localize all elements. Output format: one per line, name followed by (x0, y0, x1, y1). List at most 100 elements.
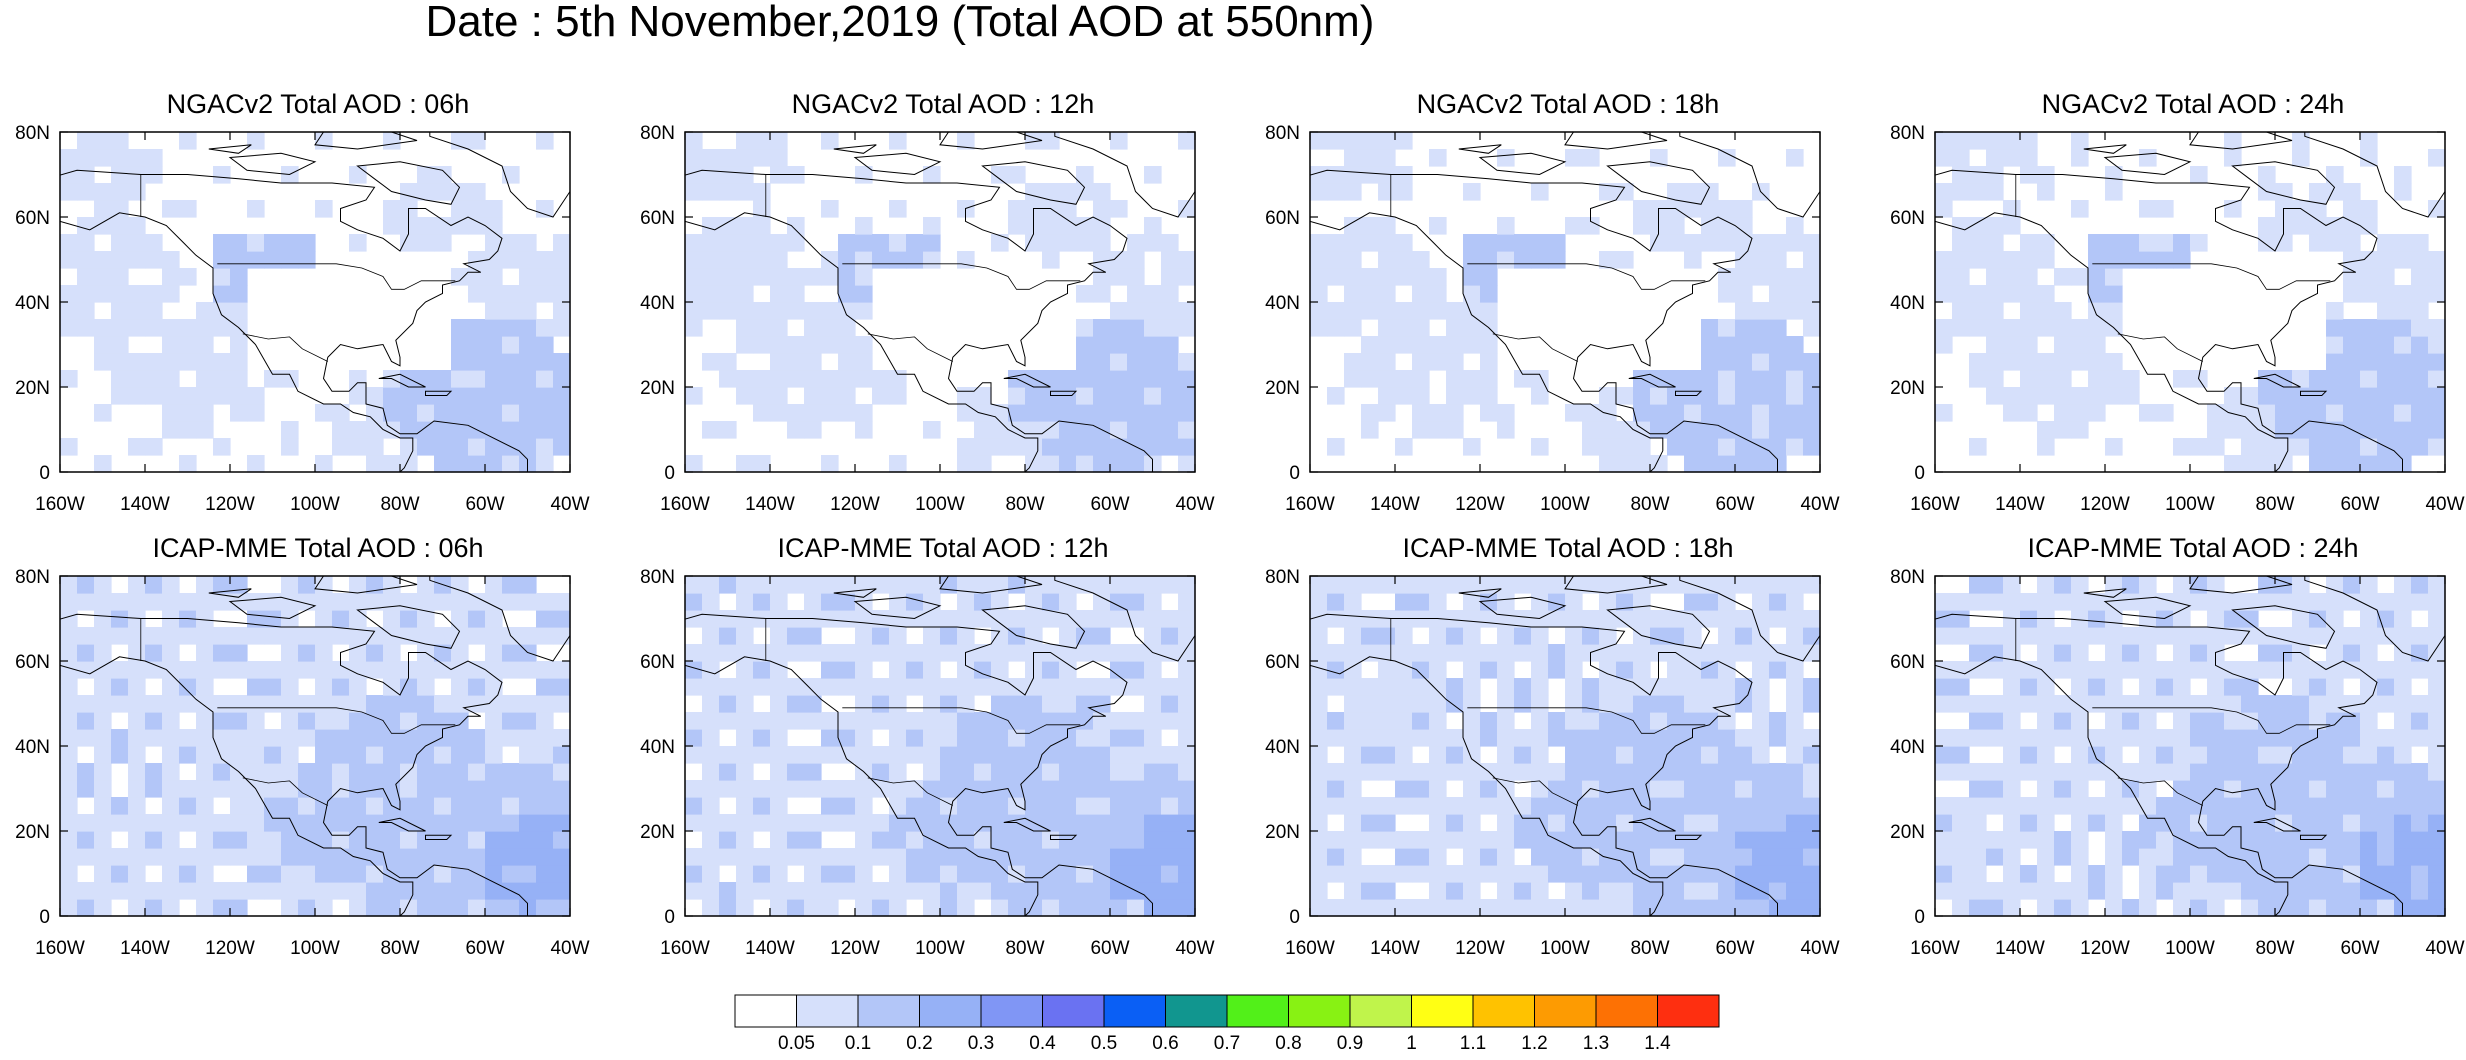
aod-cell (230, 404, 248, 422)
aod-cell (485, 268, 503, 286)
aod-cell (685, 644, 703, 662)
aod-cell (1514, 814, 1532, 832)
coastline (2189, 576, 2293, 594)
aod-cell (1684, 234, 1702, 252)
aod-cell (77, 166, 95, 184)
aod-cell (1935, 882, 1953, 900)
aod-cell (264, 797, 282, 815)
aod-cell (519, 421, 537, 439)
aod-cell (1076, 234, 1094, 252)
aod-cell (417, 763, 435, 781)
aod-cell (2105, 234, 2123, 252)
aod-cell (1803, 387, 1821, 405)
aod-cell (2326, 217, 2344, 235)
aod-cell (60, 712, 78, 730)
coastline (208, 588, 252, 598)
aod-cell (145, 234, 163, 252)
aod-cell (128, 695, 146, 713)
aod-cell (417, 438, 435, 456)
aod-cell (162, 848, 180, 866)
aod-cell (906, 746, 924, 764)
aod-cell (451, 455, 469, 473)
aod-cell (1144, 678, 1162, 696)
aod-cell (1110, 353, 1128, 371)
aod-cell (247, 593, 265, 611)
aod-cell (1361, 610, 1379, 628)
aod-cell (2088, 797, 2106, 815)
aod-cell (1042, 746, 1060, 764)
aod-cell (906, 831, 924, 849)
aod-cell (2360, 438, 2378, 456)
aod-cell (94, 712, 112, 730)
panel-title: ICAP-MME Total AOD : 06h (152, 533, 484, 563)
aod-cell (468, 848, 486, 866)
aod-cell (1446, 387, 1464, 405)
aod-cell (1059, 370, 1077, 388)
aod-cell (1025, 387, 1043, 405)
aod-cell (736, 593, 754, 611)
lon-tick-label: 80W (1630, 938, 1669, 959)
aod-cell (128, 797, 146, 815)
coastline (2253, 817, 2301, 832)
aod-cell (1127, 576, 1145, 594)
aod-cell (991, 712, 1009, 730)
aod-cell (1616, 882, 1634, 900)
aod-cell (1042, 780, 1060, 798)
aod-cell (1684, 421, 1702, 439)
aod-cell (1667, 217, 1685, 235)
aod-cell (2360, 576, 2378, 594)
aod-cell (468, 387, 486, 405)
aod-cell (264, 251, 282, 269)
lon-tick-label: 140W (745, 938, 795, 959)
aod-cell (2037, 183, 2055, 201)
aod-cell (685, 149, 703, 167)
aod-cell (553, 899, 571, 917)
aod-cell (1076, 644, 1094, 662)
aod-cell (1769, 729, 1787, 747)
aod-cell (1429, 848, 1447, 866)
aod-cell (1076, 336, 1094, 354)
aod-cell (1446, 814, 1464, 832)
aod-cell (1378, 814, 1396, 832)
aod-cell (2360, 797, 2378, 815)
aod-cell (1446, 695, 1464, 713)
aod-cell (417, 166, 435, 184)
aod-cell (298, 882, 316, 900)
aod-cell (400, 746, 418, 764)
aod-cell (1110, 455, 1128, 473)
aod-cell (1008, 166, 1026, 184)
aod-cell (2088, 336, 2106, 354)
aod-cell (2071, 797, 2089, 815)
aod-cell (417, 814, 435, 832)
lon-tick-label: 60W (1715, 494, 1754, 515)
aod-cell (536, 848, 554, 866)
aod-cell (1718, 370, 1736, 388)
aod-cell (468, 370, 486, 388)
aod-cell (1565, 593, 1583, 611)
aod-cell (1616, 678, 1634, 696)
aod-cell (2173, 814, 2191, 832)
aod-cell (1986, 627, 2004, 645)
aod-cell (1446, 610, 1464, 628)
aod-cell (2292, 132, 2310, 150)
aod-cell (2241, 712, 2259, 730)
aod-cell (1042, 251, 1060, 269)
aod-cell (417, 848, 435, 866)
aod-cell (145, 319, 163, 337)
aod-cell (2394, 593, 2412, 611)
aod-cell (1803, 404, 1821, 422)
lat-tick-label: 40N (1890, 737, 1925, 758)
aod-cell (1127, 644, 1145, 662)
aod-cell (821, 132, 839, 150)
aod-cell (787, 678, 805, 696)
aod-cell (2003, 882, 2021, 900)
aod-cell (1076, 899, 1094, 917)
aod-cell (468, 780, 486, 798)
aod-cell (957, 678, 975, 696)
aod-cell (1952, 132, 1970, 150)
aod-cell (77, 268, 95, 286)
aod-cell (1986, 166, 2004, 184)
aod-cell (1076, 695, 1094, 713)
lat-tick-label: 20N (1890, 822, 1925, 843)
aod-cell (1786, 285, 1804, 303)
